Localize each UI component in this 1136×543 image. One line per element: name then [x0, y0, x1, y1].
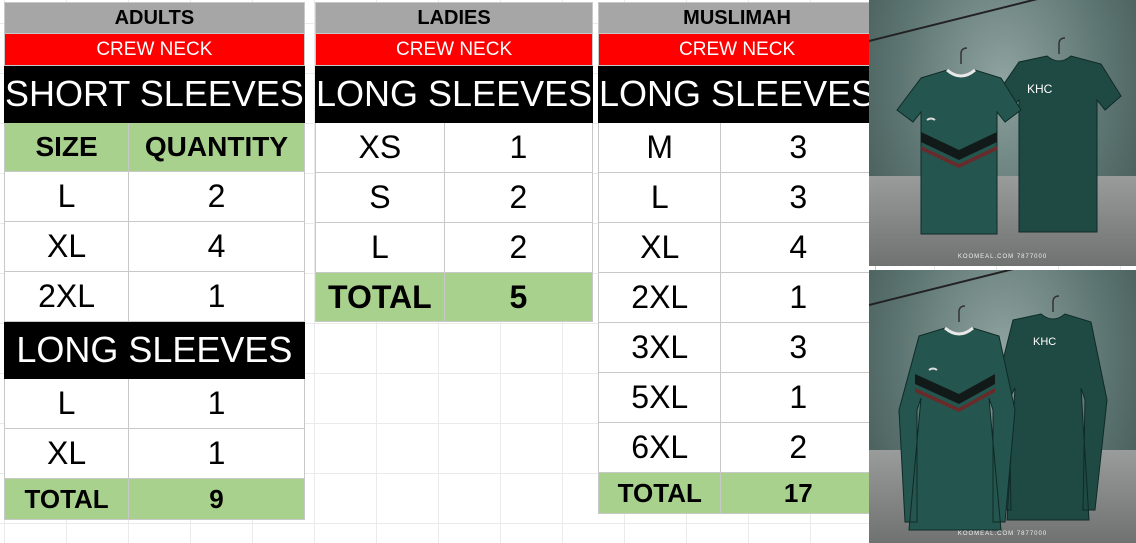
size-cell[interactable]: M: [597, 122, 722, 173]
size-cell[interactable]: 2XL: [597, 272, 722, 323]
table-row: L 1: [3, 378, 305, 429]
ladies-total-value[interactable]: 5: [443, 272, 594, 322]
size-cell[interactable]: 3XL: [597, 322, 722, 373]
adults-neck[interactable]: CREW NECK: [4, 33, 305, 66]
quantity-cell[interactable]: 4: [720, 222, 877, 273]
tshirt-pair-icon: [896, 37, 1122, 235]
table-row: 5XL 1: [597, 372, 877, 423]
size-cell[interactable]: XS: [315, 122, 445, 173]
tshirt-mockup-image[interactable]: KHC KOOMEAL.COM 7877000: [869, 0, 1136, 266]
adults-quantity-header[interactable]: QUANTITY: [128, 122, 305, 172]
table-row: 6XL 2: [597, 422, 877, 473]
table-row: L 3: [597, 172, 877, 223]
table-row: XL 4: [3, 221, 305, 272]
quantity-cell[interactable]: 1: [443, 122, 594, 173]
table-row: S 2: [315, 172, 594, 223]
muslimah-total-value[interactable]: 17: [720, 472, 877, 514]
table-row: 2XL 1: [597, 272, 877, 323]
quantity-cell[interactable]: 3: [720, 172, 877, 223]
table-row: 2XL 1: [3, 271, 305, 322]
muslimah-total-label[interactable]: TOTAL: [597, 472, 722, 514]
size-cell[interactable]: 6XL: [597, 422, 722, 473]
watermark: KOOMEAL.COM 7877000: [957, 531, 1048, 537]
quantity-cell[interactable]: 4: [128, 221, 305, 272]
adults-title[interactable]: ADULTS: [4, 2, 305, 34]
size-cell[interactable]: XL: [597, 222, 722, 273]
quantity-cell[interactable]: 3: [720, 322, 877, 373]
dress-brand-label: KHC: [1033, 336, 1057, 348]
ladies-neck[interactable]: CREW NECK: [314, 33, 594, 66]
quantity-cell[interactable]: 1: [128, 271, 305, 322]
muslimah-neck[interactable]: CREW NECK: [597, 33, 877, 66]
table-row: M 3: [597, 122, 877, 173]
quantity-cell[interactable]: 2: [128, 171, 305, 222]
watermark: KOOMEAL.COM 7877000: [957, 254, 1048, 260]
shirt-brand-label: KHC: [1027, 82, 1053, 96]
table-row: L 2: [315, 222, 594, 273]
ladies-table: LADIES CREW NECK LONG SLEEVES XS 1 S 2 L…: [314, 2, 594, 322]
quantity-cell[interactable]: 1: [128, 378, 305, 429]
quantity-cell[interactable]: 3: [720, 122, 877, 173]
size-cell[interactable]: L: [3, 378, 130, 429]
ladies-title[interactable]: LADIES: [314, 2, 594, 34]
size-cell[interactable]: XL: [3, 221, 130, 272]
table-row: 3XL 3: [597, 322, 877, 373]
table-row: XL 1: [3, 428, 305, 479]
quantity-cell[interactable]: 1: [128, 428, 305, 479]
ladies-long-sleeves-title[interactable]: LONG SLEEVES: [314, 65, 594, 123]
adults-size-header[interactable]: SIZE: [3, 122, 130, 172]
dress-pair-icon: [898, 295, 1108, 531]
quantity-cell[interactable]: 2: [443, 222, 594, 273]
size-cell[interactable]: 2XL: [3, 271, 130, 322]
adults-table: ADULTS CREW NECK SHORT SLEEVES SIZE QUAN…: [3, 2, 305, 520]
ladies-total-label[interactable]: TOTAL: [315, 272, 445, 322]
adults-total-value[interactable]: 9: [128, 478, 305, 520]
adults-short-sleeves-title[interactable]: SHORT SLEEVES: [4, 65, 305, 123]
muslimah-long-sleeves-title[interactable]: LONG SLEEVES: [597, 65, 877, 123]
table-row: L 2: [3, 171, 305, 222]
muslimah-table: MUSLIMAH CREW NECK LONG SLEEVES M 3 L 3 …: [597, 2, 877, 514]
size-cell[interactable]: L: [315, 222, 445, 273]
size-cell[interactable]: L: [3, 171, 130, 222]
table-row: XL 4: [597, 222, 877, 273]
quantity-cell[interactable]: 1: [720, 372, 877, 423]
quantity-cell[interactable]: 2: [443, 172, 594, 223]
size-cell[interactable]: XL: [3, 428, 130, 479]
size-cell[interactable]: L: [597, 172, 722, 223]
muslimah-title[interactable]: MUSLIMAH: [597, 2, 877, 34]
quantity-cell[interactable]: 1: [720, 272, 877, 323]
adults-long-sleeves-title[interactable]: LONG SLEEVES: [4, 321, 305, 379]
size-cell[interactable]: 5XL: [597, 372, 722, 423]
quantity-cell[interactable]: 2: [720, 422, 877, 473]
adults-total-label[interactable]: TOTAL: [3, 478, 130, 520]
size-cell[interactable]: S: [315, 172, 445, 223]
long-dress-mockup-image[interactable]: KHC KOOMEAL.COM 7877000: [869, 270, 1136, 543]
table-row: XS 1: [315, 122, 594, 173]
